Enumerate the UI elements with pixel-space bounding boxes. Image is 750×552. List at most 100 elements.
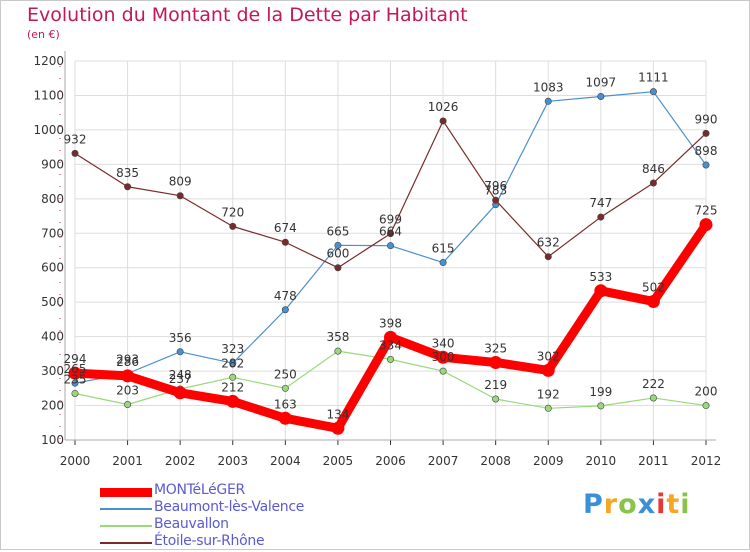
data-label: 265 xyxy=(64,362,87,376)
x-tick-label: 2007 xyxy=(428,454,459,468)
y-tick-label: 300 xyxy=(41,364,64,378)
data-point xyxy=(544,253,552,261)
data-point xyxy=(124,401,132,409)
data-label: 665 xyxy=(326,224,349,238)
y-tick-label: 1100 xyxy=(33,88,64,102)
data-point xyxy=(646,294,660,308)
data-label: 293 xyxy=(116,353,139,367)
proxiti-logo: Proxiti xyxy=(583,489,691,520)
data-label: 809 xyxy=(169,175,192,189)
data-point xyxy=(226,394,240,408)
data-point xyxy=(386,230,394,238)
data-point xyxy=(544,97,552,105)
data-point xyxy=(173,386,187,400)
logo-letter: i xyxy=(680,489,691,520)
data-label: 1083 xyxy=(533,80,564,94)
data-point xyxy=(331,421,345,435)
data-label: 302 xyxy=(537,349,560,363)
data-point xyxy=(702,402,710,410)
data-label: 356 xyxy=(169,331,192,345)
data-point xyxy=(71,149,79,157)
x-tick-label: 2012 xyxy=(691,454,722,468)
data-label: 632 xyxy=(537,236,560,250)
legend-label: Beauvallon xyxy=(154,516,229,532)
legend-swatch xyxy=(100,508,152,510)
data-label: 325 xyxy=(484,341,507,355)
data-label: 340 xyxy=(432,336,455,350)
series-lines xyxy=(68,88,713,435)
data-label: 747 xyxy=(589,196,612,210)
y-tick-label: 100 xyxy=(41,433,64,447)
data-point xyxy=(492,196,500,204)
data-point xyxy=(439,117,447,125)
y-tick-label: 400 xyxy=(41,330,64,344)
y-tick-label: 200 xyxy=(41,399,64,413)
data-label: 1026 xyxy=(428,100,459,114)
data-label: 222 xyxy=(642,377,665,391)
y-tick-label: 1200 xyxy=(33,54,64,68)
data-point xyxy=(281,238,289,246)
data-point xyxy=(386,355,394,363)
data-point xyxy=(439,259,447,267)
chart-subtitle: (en €) xyxy=(27,28,60,41)
data-point xyxy=(176,192,184,200)
data-point xyxy=(702,129,710,137)
data-point xyxy=(649,179,657,187)
x-tick-label: 2008 xyxy=(480,454,511,468)
legend-swatch xyxy=(100,542,152,544)
data-label: 248 xyxy=(169,368,192,382)
data-label: 664 xyxy=(379,225,402,239)
data-label: 334 xyxy=(379,338,402,352)
data-label: 674 xyxy=(274,221,297,235)
data-point xyxy=(334,264,342,272)
legend-swatch xyxy=(100,487,152,497)
data-point xyxy=(334,347,342,355)
y-tick-label: 800 xyxy=(41,192,64,206)
data-point xyxy=(489,355,503,369)
data-point xyxy=(544,404,552,412)
data-label: 286 xyxy=(116,355,139,369)
x-tick-label: 2011 xyxy=(638,454,669,468)
data-label: 783 xyxy=(484,184,507,198)
data-label: 615 xyxy=(432,242,455,256)
x-tick-label: 2004 xyxy=(270,454,301,468)
logo-letter: t xyxy=(666,489,681,520)
y-tick-label: 1000 xyxy=(33,123,64,137)
logo-letter: i xyxy=(656,489,667,520)
data-labels: 235 203 248 282 250 358 334 300 219 192 199 222 200 2… xyxy=(64,71,718,422)
data-point xyxy=(384,330,397,344)
data-point xyxy=(436,350,450,364)
data-point xyxy=(68,366,82,380)
logo-letter: r xyxy=(603,489,619,520)
data-label: 300 xyxy=(432,350,455,364)
data-label: 796 xyxy=(484,179,507,193)
legend-label: MONTéLéGER xyxy=(154,482,245,498)
logo-letter: P xyxy=(583,489,604,520)
data-label: 846 xyxy=(642,162,665,176)
axes: 1002003004005006007008009001000110012002… xyxy=(33,51,721,468)
data-label: 990 xyxy=(695,112,718,126)
data-label: 533 xyxy=(589,270,612,284)
data-label: 294 xyxy=(64,352,87,366)
data-label: 358 xyxy=(326,330,349,344)
x-tick-label: 2010 xyxy=(586,454,617,468)
y-tick-label: 900 xyxy=(41,157,64,171)
data-label: 323 xyxy=(221,342,244,356)
data-label: 199 xyxy=(589,385,612,399)
x-tick-label: 2003 xyxy=(217,454,248,468)
data-point xyxy=(124,183,132,191)
data-label: 725 xyxy=(695,204,718,218)
data-point xyxy=(71,389,79,397)
logo-letter: o xyxy=(618,489,638,520)
data-label: 163 xyxy=(274,397,297,411)
data-label: 134 xyxy=(326,407,349,421)
data-label: 212 xyxy=(221,380,244,394)
data-point xyxy=(594,284,608,298)
data-point xyxy=(649,88,657,96)
data-point xyxy=(702,161,710,169)
data-label: 699 xyxy=(379,213,402,227)
x-tick-label: 2002 xyxy=(165,454,196,468)
data-point xyxy=(281,306,289,314)
data-point xyxy=(597,402,605,410)
